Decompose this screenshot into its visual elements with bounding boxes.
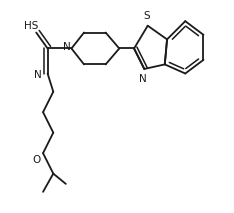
Text: HS: HS bbox=[24, 21, 38, 31]
Text: S: S bbox=[143, 11, 150, 21]
Text: N: N bbox=[139, 73, 147, 83]
Text: N: N bbox=[34, 70, 42, 80]
Text: O: O bbox=[33, 155, 41, 166]
Text: N: N bbox=[63, 42, 70, 52]
